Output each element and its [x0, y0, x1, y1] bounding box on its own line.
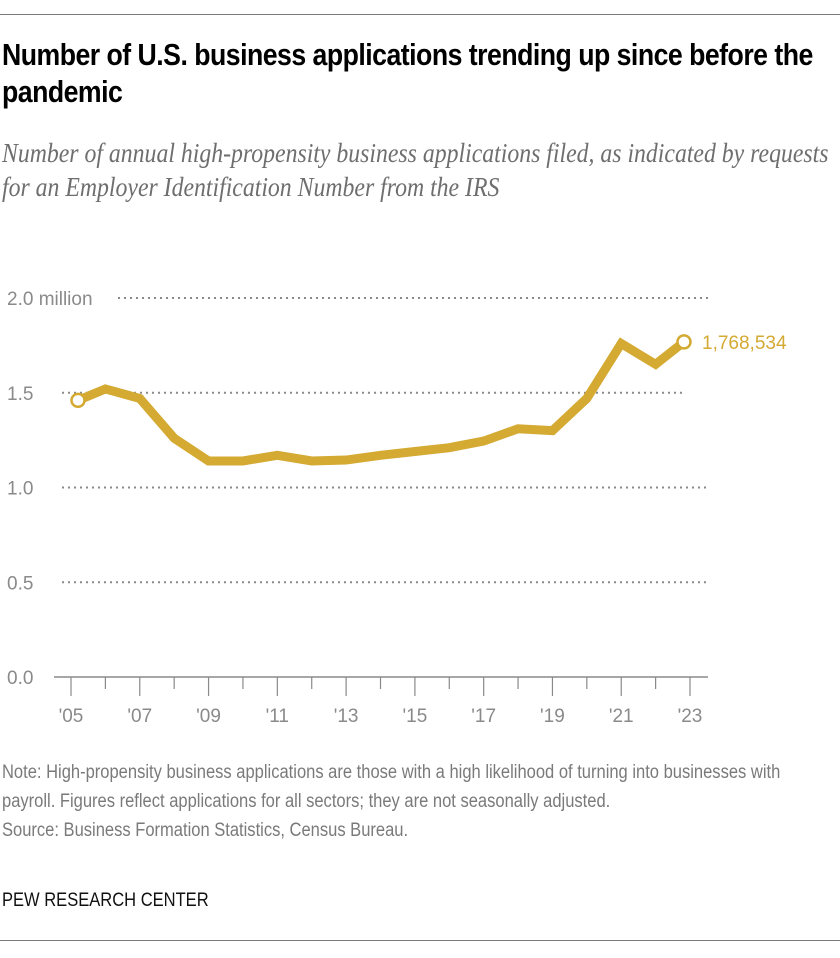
top-divider [0, 14, 840, 15]
x-tick-label: '17 [471, 706, 496, 727]
y-tick-label: 0.0 [7, 668, 33, 689]
bottom-divider [0, 940, 840, 941]
source-text: Source: Business Formation Statistics, C… [2, 820, 409, 841]
y-tick-label: 2.0 million [7, 289, 93, 310]
data-label: 1,768,534 [702, 333, 787, 354]
y-axis-labels: 0.0 0.5 1.0 1.5 2.0 million [7, 289, 93, 689]
line-chart: 0.00.51.01.52.0 million '05'07'09'11'13 '… [7, 289, 787, 727]
x-tick-label: '19 [540, 706, 565, 727]
note-text: Note: High-propensity business applicati… [2, 762, 781, 812]
data-point-marker [676, 334, 692, 350]
annotations: 1,768,534 [702, 333, 787, 354]
x-tick-label: '23 [678, 706, 703, 727]
y-tick-label: 1.0 [7, 479, 33, 500]
y-tick-label: 1.5 [7, 384, 33, 405]
x-tick-label: '11 [266, 706, 289, 727]
x-tick-label: '05 [59, 706, 84, 727]
data-point-marker [70, 392, 86, 409]
x-tick-label: '09 [196, 706, 221, 727]
gridlines [62, 297, 708, 584]
chart-title: Number of U.S. business applications tre… [2, 37, 813, 109]
pew-research-center-logo: PEW RESEARCH CENTER [2, 890, 209, 911]
x-axis-labels: '05 '07 '09 '11 '13 '15 '17 '19 '21 '23 [59, 706, 703, 727]
series [76, 337, 687, 466]
x-tick-label: '13 [334, 706, 359, 727]
y-tick-label: 0.5 [7, 573, 33, 594]
chart-note: Note: High-propensity business applicati… [2, 758, 837, 845]
x-tick-label: '21 [609, 706, 634, 727]
markers [70, 334, 692, 409]
x-tick-label: '07 [127, 706, 152, 727]
series-line [76, 337, 687, 466]
chart-subtitle: Number of annual high-propensity busines… [2, 138, 829, 202]
x-axis [54, 676, 708, 696]
x-tick-label: '15 [403, 706, 428, 727]
